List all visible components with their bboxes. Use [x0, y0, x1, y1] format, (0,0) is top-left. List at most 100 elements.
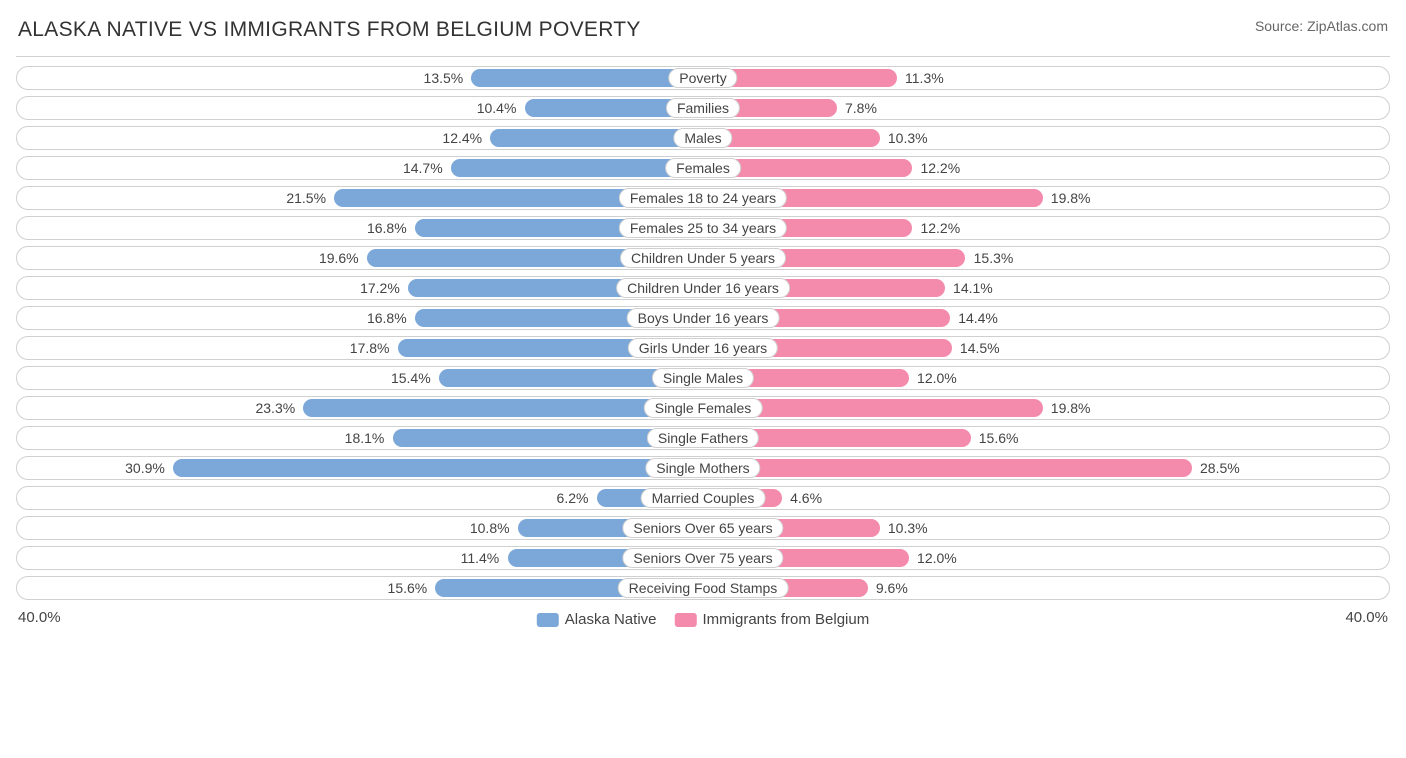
- row-half-right: 14.4%: [703, 307, 1389, 329]
- row-half-right: 12.0%: [703, 547, 1389, 569]
- chart-row: 6.2% 4.6%Married Couples: [16, 483, 1390, 513]
- row-half-left: 13.5%: [17, 67, 703, 89]
- value-left: 14.7%: [403, 160, 443, 176]
- value-left: 10.4%: [477, 100, 517, 116]
- row-half-right: 7.8%: [703, 97, 1389, 119]
- legend-swatch-left: [537, 613, 559, 627]
- value-right: 11.3%: [905, 70, 944, 86]
- bar-left: [173, 459, 703, 477]
- row-half-left: 14.7%: [17, 157, 703, 179]
- row-half-right: 15.3%: [703, 247, 1389, 269]
- value-left: 17.8%: [350, 340, 390, 356]
- row-half-right: 4.6%: [703, 487, 1389, 509]
- row-half-left: 16.8%: [17, 307, 703, 329]
- value-left: 17.2%: [360, 280, 400, 296]
- row-half-left: 10.8%: [17, 517, 703, 539]
- row-half-right: 9.6%: [703, 577, 1389, 599]
- category-pill: Males: [673, 128, 732, 148]
- category-pill: Families: [666, 98, 740, 118]
- row-half-left: 16.8%: [17, 217, 703, 239]
- row-track: 30.9% 28.5% Single Mothers: [16, 456, 1390, 480]
- value-right: 14.5%: [960, 340, 1000, 356]
- value-right: 10.3%: [888, 130, 928, 146]
- row-half-left: 15.6%: [17, 577, 703, 599]
- value-right: 12.2%: [920, 220, 960, 236]
- category-pill: Receiving Food Stamps: [618, 578, 789, 598]
- value-right: 12.2%: [920, 160, 960, 176]
- diverging-bar-chart: 13.5%11.3%Poverty10.4%7.8%Families12.4%1…: [16, 56, 1390, 603]
- legend-item-left: Alaska Native: [537, 611, 657, 628]
- row-track: 10.8%10.3%Seniors Over 65 years: [16, 516, 1390, 540]
- value-right: 28.5%: [1200, 460, 1240, 476]
- row-track: 17.2% 14.1% Children Under 16 years: [16, 276, 1390, 300]
- row-track: 15.6% 9.6% Receiving Food Stamps: [16, 576, 1390, 600]
- chart-row: 13.5%11.3%Poverty: [16, 63, 1390, 93]
- category-pill: Children Under 16 years: [616, 278, 790, 298]
- category-pill: Single Females: [644, 398, 763, 418]
- row-half-left: 12.4%: [17, 127, 703, 149]
- category-pill: Boys Under 16 years: [627, 308, 780, 328]
- chart-row: 16.8% 14.4% Boys Under 16 years: [16, 303, 1390, 333]
- value-right: 14.1%: [953, 280, 993, 296]
- row-half-left: 18.1%: [17, 427, 703, 449]
- chart-row: 14.7% 12.2% Females: [16, 153, 1390, 183]
- value-left: 16.8%: [367, 310, 407, 326]
- value-left: 23.3%: [255, 400, 295, 416]
- legend-item-right: Immigrants from Belgium: [675, 611, 870, 628]
- row-half-left: 11.4%: [17, 547, 703, 569]
- axis-max-right: 40.0%: [1345, 609, 1388, 626]
- row-half-left: 19.6%: [17, 247, 703, 269]
- category-pill: Seniors Over 75 years: [622, 548, 783, 568]
- row-half-right: 11.3%: [703, 67, 1389, 89]
- category-pill: Females: [665, 158, 741, 178]
- row-half-right: 10.3%: [703, 127, 1389, 149]
- row-track: 10.4% 7.8% Families: [16, 96, 1390, 120]
- value-right: 9.6%: [876, 580, 908, 596]
- row-half-right: 19.8%: [703, 397, 1389, 419]
- row-track: 21.5%19.8%Females 18 to 24 years: [16, 186, 1390, 210]
- chart-row: 11.4% 12.0% Seniors Over 75 years: [16, 543, 1390, 573]
- chart-row: 21.5%19.8%Females 18 to 24 years: [16, 183, 1390, 213]
- value-left: 16.8%: [367, 220, 407, 236]
- chart-source: Source: ZipAtlas.com: [1255, 18, 1388, 34]
- row-half-left: 10.4%: [17, 97, 703, 119]
- row-track: 16.8% 14.4% Boys Under 16 years: [16, 306, 1390, 330]
- value-right: 12.0%: [917, 550, 957, 566]
- chart-title: ALASKA NATIVE VS IMMIGRANTS FROM BELGIUM…: [18, 18, 641, 42]
- chart-row: 18.1%15.6%Single Fathers: [16, 423, 1390, 453]
- row-half-left: 15.4%: [17, 367, 703, 389]
- row-track: 6.2% 4.6%Married Couples: [16, 486, 1390, 510]
- chart-row: 16.8%12.2%Females 25 to 34 years: [16, 213, 1390, 243]
- row-half-left: 23.3%: [17, 397, 703, 419]
- row-track: 14.7% 12.2% Females: [16, 156, 1390, 180]
- value-left: 6.2%: [557, 490, 589, 506]
- value-left: 10.8%: [470, 520, 510, 536]
- chart-row: 15.4%12.0%Single Males: [16, 363, 1390, 393]
- row-half-right: 15.6%: [703, 427, 1389, 449]
- value-right: 10.3%: [888, 520, 928, 536]
- chart-row: 17.8%14.5%Girls Under 16 years: [16, 333, 1390, 363]
- legend-swatch-right: [675, 613, 697, 627]
- value-right: 15.3%: [974, 250, 1014, 266]
- row-track: 23.3% 19.8% Single Females: [16, 396, 1390, 420]
- value-right: 19.8%: [1051, 400, 1091, 416]
- axis-max-left: 40.0%: [18, 609, 61, 626]
- value-right: 7.8%: [845, 100, 877, 116]
- chart-row: 10.4% 7.8% Families: [16, 93, 1390, 123]
- row-track: 19.6%15.3%Children Under 5 years: [16, 246, 1390, 270]
- legend-label-left: Alaska Native: [565, 611, 657, 628]
- row-half-right: 28.5%: [703, 457, 1389, 479]
- category-pill: Single Mothers: [645, 458, 760, 478]
- chart-header: ALASKA NATIVE VS IMMIGRANTS FROM BELGIUM…: [16, 18, 1390, 42]
- row-half-left: 17.8%: [17, 337, 703, 359]
- row-track: 16.8%12.2%Females 25 to 34 years: [16, 216, 1390, 240]
- chart-row: 30.9% 28.5% Single Mothers: [16, 453, 1390, 483]
- value-left: 21.5%: [286, 190, 326, 206]
- row-half-left: 30.9%: [17, 457, 703, 479]
- chart-row: 23.3% 19.8% Single Females: [16, 393, 1390, 423]
- bar-left: [490, 129, 703, 147]
- value-right: 12.0%: [917, 370, 957, 386]
- value-right: 14.4%: [958, 310, 998, 326]
- category-pill: Married Couples: [641, 488, 766, 508]
- row-half-left: 21.5%: [17, 187, 703, 209]
